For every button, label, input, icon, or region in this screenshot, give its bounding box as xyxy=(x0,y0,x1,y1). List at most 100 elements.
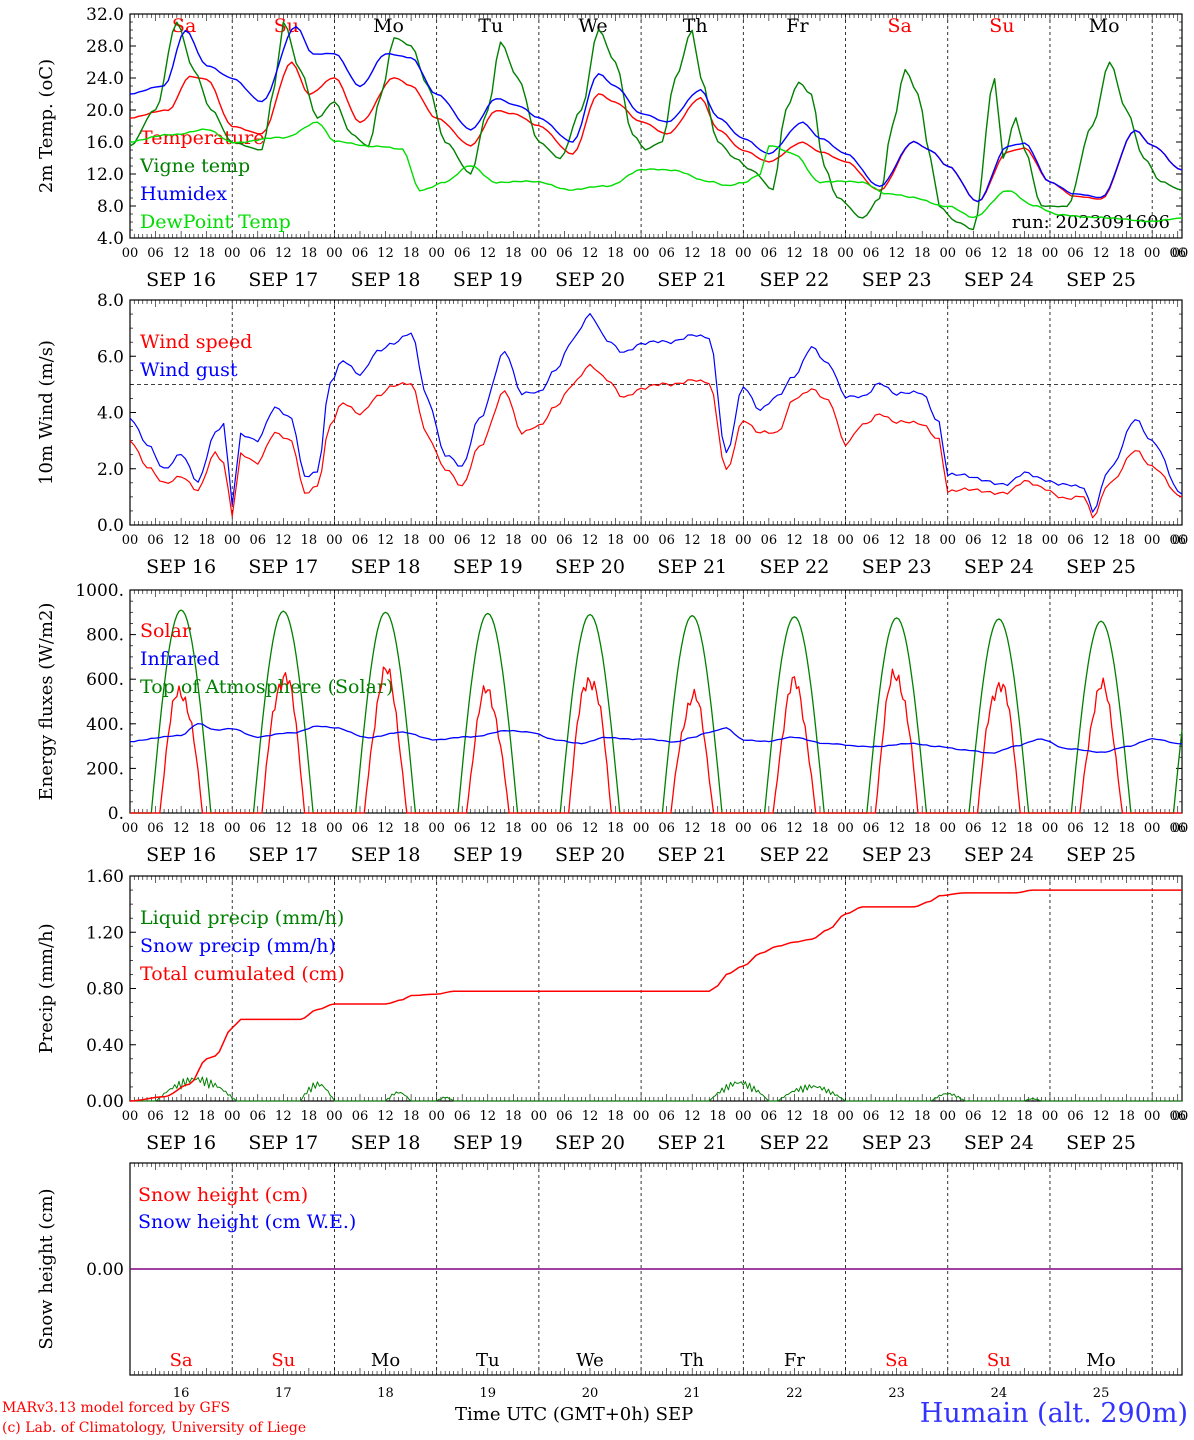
date-label: SEP 17 xyxy=(248,1132,318,1154)
hour-tick-label: 12 xyxy=(888,246,905,261)
y-axis-label: 10m Wind (m/s) xyxy=(36,340,57,485)
hour-tick-label: 18 xyxy=(607,821,624,836)
hour-tick-label: 06 xyxy=(1169,246,1186,261)
hour-tick-label: 00 xyxy=(633,821,650,836)
day-number-label: 24 xyxy=(991,1386,1008,1401)
hour-tick-label: 00 xyxy=(1144,246,1161,261)
hour-tick-label: 06 xyxy=(249,246,266,261)
hour-tick-label: 18 xyxy=(914,821,931,836)
hour-tick-label: 00 xyxy=(1042,246,1059,261)
legend-entry: Snow height (cm) xyxy=(138,1184,308,1206)
y-tick-label: 8.0 xyxy=(97,291,124,311)
weekday-label: Th xyxy=(680,1350,704,1371)
hour-tick-label: 00 xyxy=(837,1109,854,1124)
panel-3: 0. 200. 400. 600. 800. 1000. Energy fluxes (W/… xyxy=(36,581,1188,866)
hour-tick-label: 18 xyxy=(812,821,829,836)
legend-entry: Solar xyxy=(140,620,192,642)
hour-tick-label: 00 xyxy=(1172,533,1189,548)
date-label: SEP 17 xyxy=(248,844,318,866)
date-label: SEP 22 xyxy=(759,1132,829,1154)
y-tick-label: 0. xyxy=(108,804,124,824)
weekday-label: Su xyxy=(987,1350,1011,1371)
hour-tick-label: 06 xyxy=(352,533,369,548)
y-tick-label: 32.0 xyxy=(86,5,124,25)
hour-tick-label: 00 xyxy=(1042,533,1059,548)
date-label: SEP 16 xyxy=(146,844,216,866)
hour-tick-label: 00 xyxy=(1172,1109,1189,1124)
hour-tick-label: 18 xyxy=(505,246,522,261)
hour-tick-label: 18 xyxy=(914,246,931,261)
hour-tick-label: 00 xyxy=(1144,1109,1161,1124)
y-axis-label: 2m Temp. (oC) xyxy=(36,59,57,193)
weekday-label: Mo xyxy=(1089,15,1120,37)
weekday-label: Mo xyxy=(373,15,404,37)
hour-tick-label: 00 xyxy=(122,1109,139,1124)
hour-tick-label: 12 xyxy=(684,533,701,548)
hour-tick-label: 00 xyxy=(224,1109,241,1124)
plot-frame xyxy=(129,299,1183,526)
hour-tick-label: 12 xyxy=(582,533,599,548)
y-tick-label: 16.0 xyxy=(86,133,124,153)
hour-tick-label: 12 xyxy=(173,821,190,836)
y-tick-label: 8.0 xyxy=(97,197,124,217)
weekday-label: Su xyxy=(989,15,1014,37)
series-red xyxy=(129,363,1183,519)
date-label: SEP 25 xyxy=(1066,1132,1136,1154)
date-label: SEP 22 xyxy=(759,269,829,291)
hour-tick-label: 00 xyxy=(1172,821,1189,836)
legend-entry: Humidex xyxy=(140,183,227,205)
hour-tick-label: 12 xyxy=(1093,1109,1110,1124)
lab-credit: (c) Lab. of Climatology, University of L… xyxy=(2,1420,307,1436)
hour-tick-label: 00 xyxy=(735,533,752,548)
hour-tick-label: 00 xyxy=(939,821,956,836)
hour-tick-label: 12 xyxy=(377,1109,394,1124)
date-label: SEP 16 xyxy=(146,269,216,291)
date-label: SEP 18 xyxy=(351,269,421,291)
hour-tick-label: 00 xyxy=(837,246,854,261)
hour-tick-label: 18 xyxy=(403,533,420,548)
hour-tick-label: 00 xyxy=(1172,246,1189,261)
hour-tick-label: 06 xyxy=(1067,821,1084,836)
legend-entry: Infrared xyxy=(140,648,220,670)
hour-tick-label: 12 xyxy=(684,821,701,836)
hour-tick-label: 06 xyxy=(863,1109,880,1124)
date-label: SEP 19 xyxy=(453,1132,523,1154)
hour-tick-label: 00 xyxy=(531,246,548,261)
y-tick-label: 20.0 xyxy=(86,101,124,121)
hour-tick-label: 18 xyxy=(607,246,624,261)
series-blue xyxy=(129,313,1183,513)
date-label: SEP 22 xyxy=(759,556,829,578)
hour-tick-label: 18 xyxy=(198,246,215,261)
series-light_green xyxy=(129,121,1183,223)
hour-tick-label: 06 xyxy=(658,821,675,836)
hour-tick-label: 00 xyxy=(428,246,445,261)
date-label: SEP 25 xyxy=(1066,556,1136,578)
hour-tick-label: 18 xyxy=(301,821,318,836)
y-tick-label: 28.0 xyxy=(86,37,124,57)
hour-tick-label: 06 xyxy=(761,821,778,836)
y-tick-label: 800. xyxy=(86,626,124,646)
hour-tick-label: 06 xyxy=(863,821,880,836)
series-red xyxy=(129,61,1183,203)
date-label: SEP 23 xyxy=(862,269,932,291)
hour-tick-label: 00 xyxy=(939,246,956,261)
hour-tick-label: 12 xyxy=(377,821,394,836)
y-tick-label: 1.60 xyxy=(86,867,124,887)
hour-tick-label: 12 xyxy=(786,821,803,836)
hour-tick-label: 00 xyxy=(428,1109,445,1124)
hour-tick-label: 06 xyxy=(556,246,573,261)
hour-tick-label: 12 xyxy=(991,533,1008,548)
day-number-label: 22 xyxy=(786,1386,803,1401)
hour-tick-label: 00 xyxy=(633,246,650,261)
series-total-cumulated xyxy=(129,889,1182,1102)
hour-tick-label: 06 xyxy=(965,246,982,261)
legend-entry: Snow height (cm W.E.) xyxy=(138,1211,356,1233)
hour-tick-label: 18 xyxy=(198,533,215,548)
hour-tick-label: 06 xyxy=(965,821,982,836)
model-credit: MARv3.13 model forced by GFS xyxy=(2,1400,231,1416)
date-label: SEP 20 xyxy=(555,1132,625,1154)
hour-tick-label: 00 xyxy=(326,246,343,261)
hour-tick-label: 06 xyxy=(863,246,880,261)
plot-frame xyxy=(129,13,1183,239)
hour-tick-label: 06 xyxy=(965,1109,982,1124)
